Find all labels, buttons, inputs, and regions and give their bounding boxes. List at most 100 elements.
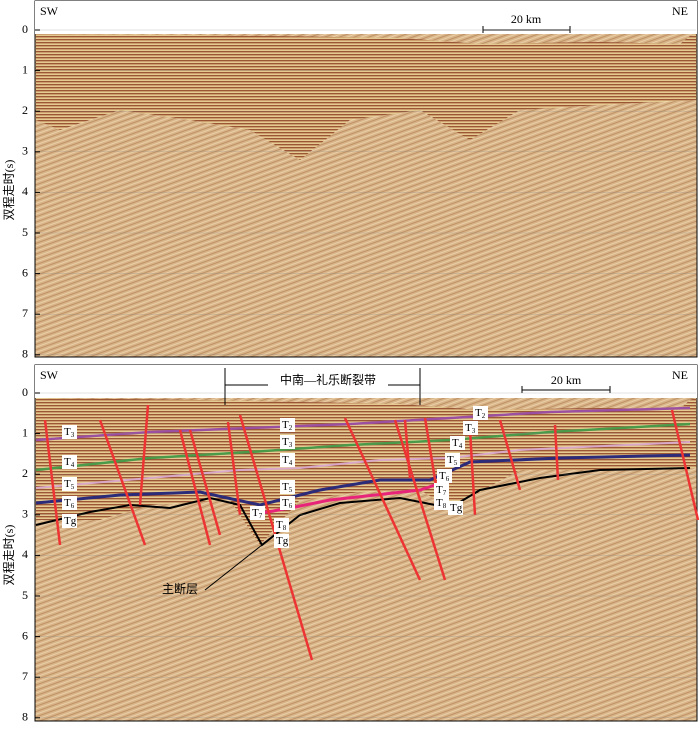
y-tick-label: 1 [22, 62, 28, 76]
horizon-label: T3 [465, 422, 476, 435]
horizon-label-sub: 7 [259, 512, 263, 520]
horizon-label-bg [434, 483, 449, 497]
left-label: SW [40, 368, 59, 382]
horizon [35, 422, 691, 472]
horizon-label-bg [280, 418, 295, 432]
horizon-label-sub: 4 [289, 459, 293, 467]
horizon-label: T8 [436, 497, 447, 510]
y-tick-label: 3 [22, 144, 28, 158]
horizon [249, 478, 451, 517]
horizon-label-main: T [252, 507, 259, 519]
horizon-label-main: T [282, 419, 289, 431]
horizon-label-main: T [475, 407, 482, 419]
horizon-label-main: T [439, 470, 446, 482]
y-tick-label: 6 [22, 265, 28, 279]
horizon-label: T5 [64, 478, 75, 491]
horizon-label-main: T [64, 426, 71, 438]
horizon-label: T3 [282, 436, 293, 449]
horizon-label-sub: 4 [71, 461, 75, 469]
horizon-label-sub: 7 [443, 489, 447, 497]
horizon-label-sub: 6 [289, 502, 293, 510]
horizon-label-bg [62, 477, 77, 491]
y-tick-label: 0 [22, 22, 28, 36]
y-tick-label: 4 [22, 547, 28, 561]
horizon-label-main: T [64, 456, 71, 468]
left-label: SW [40, 4, 59, 18]
horizon-label-bg [280, 453, 295, 467]
y-tick-label: 8 [22, 347, 28, 361]
horizon-label: Tg [64, 515, 77, 527]
horizon-label-main: T [64, 497, 71, 509]
horizon-label-sub: 2 [482, 412, 486, 420]
horizon-label-main: T [436, 497, 443, 509]
y-tick-label: 5 [22, 588, 28, 602]
y-tick-label: 5 [22, 225, 28, 239]
horizon-label-bg [473, 406, 488, 420]
water-column [35, 1, 697, 34]
zone-label-bg [268, 373, 388, 389]
horizon-label: T7 [436, 484, 447, 497]
horizon-label-main: T [282, 497, 289, 509]
horizon-label: T7 [252, 507, 263, 520]
horizon-label: T6 [439, 470, 450, 483]
horizon-label: T8 [276, 519, 287, 532]
horizon-label-bg [450, 436, 465, 450]
horizon-label-main: T [465, 422, 472, 434]
horizon-label-bg [62, 514, 77, 528]
horizon-label: T2 [475, 407, 486, 420]
y-tick-label: 0 [22, 385, 28, 399]
horizon-label-main: T [282, 481, 289, 493]
horizon-label-bg [448, 501, 463, 515]
y-tick-label: 2 [22, 466, 28, 480]
bottom-panel: SW NE 20 km 中南—礼乐断裂带 主断层 双程走时(s) [1, 364, 700, 722]
y-tick-label: 4 [22, 184, 28, 198]
horizon-label-bg [62, 496, 77, 510]
horizon-label-bg [274, 518, 289, 532]
horizon-label-bg [280, 480, 295, 494]
horizon-label-main: T [64, 478, 71, 490]
horizon-label: Tg [450, 502, 463, 514]
y-axis-label: 双程走时(s) [1, 160, 16, 221]
horizon-label: T6 [282, 497, 293, 510]
horizon-label-sub: 3 [472, 427, 476, 435]
horizon-label: T4 [452, 437, 463, 450]
horizon-label-main: T [447, 454, 454, 466]
right-label: NE [672, 4, 688, 18]
horizon-label-sub: 8 [283, 524, 287, 532]
y-tick-label: 7 [22, 669, 28, 683]
horizon-label-bg [274, 534, 289, 548]
horizon-label-bg [437, 469, 452, 483]
horizon-label-sub: 5 [289, 486, 293, 494]
horizon-label-sub: 2 [289, 424, 293, 432]
top-panel: SW NE 20 km 双程走时(s) [1, 0, 698, 358]
horizon-label-main: T [436, 484, 443, 496]
horizon-label-bg [280, 435, 295, 449]
horizon-label-sub: 5 [454, 459, 458, 467]
horizon-label-main: T [282, 454, 289, 466]
leader-line [204, 544, 263, 591]
zone-label: 中南—礼乐断裂带 [280, 372, 376, 387]
scale-label: 20 km [511, 12, 542, 26]
y-tick-label: 3 [22, 507, 28, 521]
horizon-label-main: Tg [450, 502, 463, 514]
horizon-label-bg [250, 506, 265, 520]
horizon-label-bg [62, 455, 77, 469]
y-axis-label: 双程走时(s) [1, 525, 16, 586]
horizon-label-main: T [452, 437, 459, 449]
horizon-label-main: Tg [64, 515, 77, 527]
horizon [35, 406, 691, 442]
horizon-label-sub: 4 [459, 442, 463, 450]
horizon-label-sub: 3 [289, 441, 293, 449]
y-tick-label: 1 [22, 425, 28, 439]
horizon-label-bg [62, 425, 77, 439]
horizon-label-bg [280, 496, 295, 510]
fault-label: 主断层 [162, 581, 198, 596]
y-tick-label: 7 [22, 306, 28, 320]
layered-sediments [36, 34, 696, 160]
horizon-label-sub: 3 [71, 431, 75, 439]
horizon-label-sub: 5 [71, 483, 75, 491]
horizon-label-sub: 6 [446, 475, 450, 483]
horizon-label-main: T [282, 436, 289, 448]
y-tick-label: 8 [22, 710, 28, 724]
